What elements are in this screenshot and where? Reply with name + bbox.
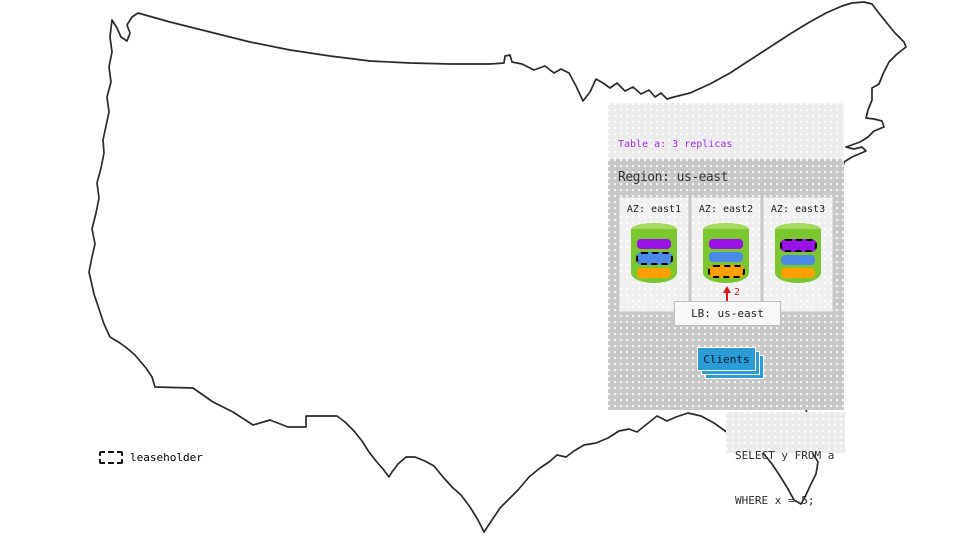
replica-bar-table-a [709,239,743,249]
sql-query-box: SELECT y FROM a WHERE x = 5; [726,412,845,507]
leaseholder-key-label: leaseholder [130,451,203,464]
az-label-east3: AZ: east3 [770,204,826,215]
clients-stack: Clients [697,347,764,379]
leaseholder-dashed-swatch-icon [99,451,123,464]
region-box: Region: us-east AZ: east1 AZ: east2 [608,159,844,410]
replica-bar-table-b [637,268,671,278]
cylinder-body [775,229,821,283]
request-arrow-line [726,292,728,302]
legend-item-table-a: Table a: 3 replicas [618,139,733,150]
replica-bar-table-a [637,239,671,249]
replica-bar-table-b-leaseholder [707,265,745,278]
replica-legend: Table a: 3 replicas Index a: 3 replicas … [608,103,844,228]
cylinder-body [631,229,677,283]
az-label-east2: AZ: east2 [698,204,754,215]
clients-box: Clients [697,347,756,371]
replica-bar-index-a [709,252,743,262]
replica-bar-table-b [781,268,815,278]
region-title: Region: us-east [618,170,728,185]
replication-diagram-panel: Table a: 3 replicas Index a: 3 replicas … [608,103,844,410]
db-node-cylinder-east2 [703,223,749,283]
replica-bar-table-a-leaseholder [779,239,817,252]
load-balancer-box: LB: us-east [674,301,781,326]
az-box-east1: AZ: east1 [619,197,689,312]
db-node-cylinder-east3 [775,223,821,283]
request-arrow-count: 2 [734,287,741,298]
cylinder-body [703,229,749,283]
replica-bar-index-a-leaseholder [635,252,673,265]
az-label-east1: AZ: east1 [626,204,682,215]
sql-query-line-2: WHERE x = 5; [735,494,815,507]
request-arrow-up-icon [723,286,731,293]
az-box-east3: AZ: east3 [763,197,833,312]
leaseholder-key: leaseholder [99,451,203,464]
replica-bar-index-a [781,255,815,265]
sql-query-line-1: SELECT y FROM a [735,449,835,462]
db-node-cylinder-east1 [631,223,677,283]
